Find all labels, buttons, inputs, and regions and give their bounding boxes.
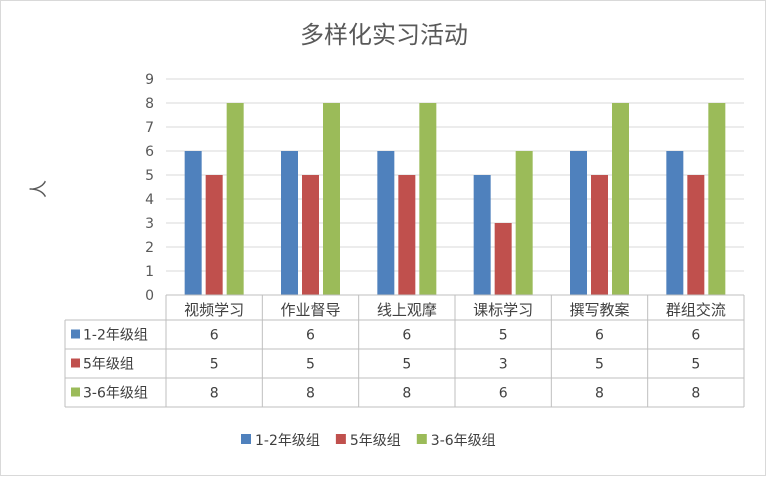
data-label: 6 xyxy=(306,328,315,344)
category-label: 撰写教案 xyxy=(569,301,629,319)
y-tick-label: 5 xyxy=(145,168,154,184)
legend-label: 3-6年级组 xyxy=(431,433,496,449)
y-tick-label: 9 xyxy=(145,72,154,88)
bar xyxy=(515,151,533,295)
legend-label: 1-2年级组 xyxy=(255,433,320,449)
data-label: 5 xyxy=(499,328,508,344)
y-tick-label: 0 xyxy=(145,288,154,304)
chart-title: 多样化实习活动 xyxy=(300,21,468,49)
data-label: 8 xyxy=(595,386,604,402)
category-label: 线上观摩 xyxy=(377,301,437,319)
y-tick-label: 2 xyxy=(145,240,154,256)
bar xyxy=(612,103,629,295)
y-tick-label: 7 xyxy=(145,120,154,136)
table-legend-key xyxy=(71,387,80,397)
bar xyxy=(708,103,726,295)
bar xyxy=(281,151,298,295)
y-tick-label: 6 xyxy=(145,144,154,160)
y-axis-label: 人 xyxy=(29,180,50,198)
data-label: 8 xyxy=(306,386,315,402)
legend-swatch xyxy=(241,434,251,444)
legend-label: 5年级组 xyxy=(350,433,401,449)
table-legend-key xyxy=(71,358,80,368)
bar xyxy=(494,223,512,295)
data-table: 视频学习 作业督导 线上观摩 课标学习 撰写教案 群组交流 1-2年级组 6 6 6 5 6 6 5年级组… xyxy=(64,294,745,408)
data-label: 6 xyxy=(402,328,411,344)
data-label: 5 xyxy=(691,357,700,373)
bar xyxy=(184,151,202,295)
legend-swatch xyxy=(335,434,346,444)
data-label: 8 xyxy=(691,386,700,402)
legend-item: 3-6年级组 xyxy=(416,433,496,449)
table-series-label: 5年级组 xyxy=(83,357,134,373)
table-series-label: 1-2年级组 xyxy=(83,328,148,344)
category-label: 视频学习 xyxy=(184,301,244,319)
category-label: 群组交流 xyxy=(666,301,726,319)
category-label: 课标学习 xyxy=(473,301,533,319)
bar xyxy=(687,175,705,295)
data-label: 6 xyxy=(595,328,604,344)
legend-swatch xyxy=(416,434,427,444)
legend-item: 1-2年级组 xyxy=(241,433,320,449)
category-label: 作业督导 xyxy=(280,301,340,319)
data-label: 5 xyxy=(210,357,219,373)
bar xyxy=(205,175,223,295)
bar xyxy=(323,103,340,295)
y-axis-ticks: 0 1 2 3 4 5 6 7 8 9 xyxy=(145,72,154,304)
data-label: 5 xyxy=(306,357,315,373)
data-label: 8 xyxy=(402,386,411,402)
data-label: 3 xyxy=(499,357,508,373)
bar xyxy=(377,151,395,295)
data-label: 6 xyxy=(499,386,508,402)
bars xyxy=(184,103,726,295)
data-label: 6 xyxy=(691,328,700,344)
table-legend-key xyxy=(71,329,80,339)
table-series-label: 3-6年级组 xyxy=(83,386,148,402)
bar xyxy=(570,151,587,295)
legend: 1-2年级组 5年级组 3-6年级组 xyxy=(241,433,496,449)
bar xyxy=(419,103,437,295)
data-label: 6 xyxy=(210,328,219,344)
bar xyxy=(591,175,608,295)
data-label: 8 xyxy=(210,386,219,402)
y-tick-label: 8 xyxy=(145,96,154,112)
y-tick-label: 1 xyxy=(145,264,154,280)
data-label: 5 xyxy=(402,357,411,373)
y-tick-label: 4 xyxy=(145,192,154,208)
bar xyxy=(666,151,684,295)
legend-item: 5年级组 xyxy=(335,433,401,449)
y-tick-label: 3 xyxy=(145,216,154,232)
gridlines xyxy=(166,78,744,296)
bar xyxy=(302,175,319,295)
bar xyxy=(226,103,244,295)
bar xyxy=(473,175,491,295)
bar xyxy=(398,175,416,295)
data-label: 5 xyxy=(595,357,604,373)
